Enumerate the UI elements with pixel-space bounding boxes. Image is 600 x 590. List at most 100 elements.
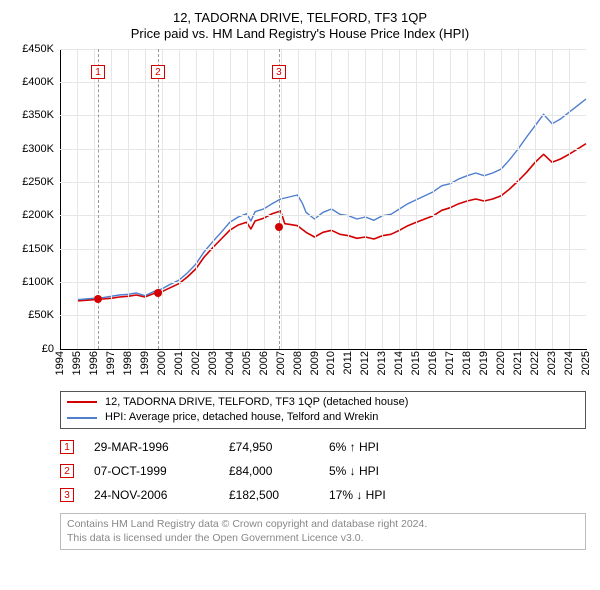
x-tick-label: 2022 xyxy=(529,351,541,375)
sale-events: 129-MAR-1996£74,9506% ↑ HPI207-OCT-1999£… xyxy=(60,435,586,507)
x-tick-label: 2015 xyxy=(410,351,422,375)
x-tick-label: 2023 xyxy=(546,351,558,375)
x-tick-label: 2013 xyxy=(376,351,388,375)
y-tick-label: £350K xyxy=(22,109,54,121)
x-tick-label: 2016 xyxy=(427,351,439,375)
gridline-v xyxy=(247,49,248,349)
y-tick-label: £100K xyxy=(22,276,54,288)
sale-marker-dot xyxy=(94,295,102,303)
x-tick-label: 1997 xyxy=(105,351,117,375)
plot-area: 1 2 3 xyxy=(60,49,586,349)
price-chart: £0£50K£100K£150K£200K£250K£300K£350K£400… xyxy=(14,49,586,389)
sale-marker-box: 2 xyxy=(151,65,165,79)
gridline-h xyxy=(60,49,586,50)
gridline-v xyxy=(331,49,332,349)
x-tick-label: 2011 xyxy=(342,351,354,375)
x-tick-label: 2018 xyxy=(461,351,473,375)
sale-marker-line xyxy=(98,49,99,349)
gridline-v xyxy=(467,49,468,349)
gridline-v xyxy=(281,49,282,349)
sale-marker-box: 1 xyxy=(91,65,105,79)
x-tick-label: 2001 xyxy=(173,351,185,375)
gridline-v xyxy=(450,49,451,349)
sale-marker-dot xyxy=(275,223,283,231)
gridline-h xyxy=(60,82,586,83)
gridline-v xyxy=(569,49,570,349)
sale-row-diff: 6% ↑ HPI xyxy=(329,440,379,454)
x-tick-label: 2025 xyxy=(580,351,592,375)
gridline-h xyxy=(60,282,586,283)
sale-row-price: £182,500 xyxy=(229,488,309,502)
gridline-v xyxy=(298,49,299,349)
gridline-v xyxy=(128,49,129,349)
x-tick-label: 2003 xyxy=(207,351,219,375)
y-tick-label: £400K xyxy=(22,76,54,88)
gridline-v xyxy=(552,49,553,349)
x-tick-label: 2019 xyxy=(478,351,490,375)
sale-marker-line xyxy=(279,49,280,349)
gridline-v xyxy=(399,49,400,349)
x-tick-label: 2010 xyxy=(325,351,337,375)
x-tick-label: 2006 xyxy=(258,351,270,375)
sale-row-date: 24-NOV-2006 xyxy=(94,488,209,502)
gridline-v xyxy=(77,49,78,349)
gridline-v xyxy=(535,49,536,349)
gridline-v xyxy=(145,49,146,349)
gridline-h xyxy=(60,182,586,183)
x-tick-label: 2021 xyxy=(512,351,524,375)
y-tick-label: £450K xyxy=(22,43,54,55)
sale-row-price: £84,000 xyxy=(229,464,309,478)
x-tick-label: 2009 xyxy=(309,351,321,375)
y-tick-label: £150K xyxy=(22,243,54,255)
x-tick-label: 2004 xyxy=(224,351,236,375)
sale-row-date: 29-MAR-1996 xyxy=(94,440,209,454)
x-tick-label: 2000 xyxy=(156,351,168,375)
x-tick-label: 2020 xyxy=(495,351,507,375)
x-tick-label: 2024 xyxy=(563,351,575,375)
sale-row-diff: 17% ↓ HPI xyxy=(329,488,386,502)
gridline-v xyxy=(382,49,383,349)
x-tick-label: 1994 xyxy=(54,351,66,375)
legend-swatch xyxy=(67,417,97,419)
sale-marker-box: 3 xyxy=(272,65,286,79)
gridline-v xyxy=(484,49,485,349)
legend-row: HPI: Average price, detached house, Telf… xyxy=(67,410,579,425)
page-title: 12, TADORNA DRIVE, TELFORD, TF3 1QP xyxy=(14,10,586,26)
legend-label: HPI: Average price, detached house, Telf… xyxy=(105,410,378,425)
x-tick-label: 2005 xyxy=(241,351,253,375)
legend-label: 12, TADORNA DRIVE, TELFORD, TF3 1QP (det… xyxy=(105,395,408,410)
gridline-v xyxy=(213,49,214,349)
x-tick-label: 1999 xyxy=(139,351,151,375)
sale-marker-dot xyxy=(154,289,162,297)
gridline-v xyxy=(162,49,163,349)
legend-row: 12, TADORNA DRIVE, TELFORD, TF3 1QP (det… xyxy=(67,395,579,410)
page-subtitle: Price paid vs. HM Land Registry's House … xyxy=(14,26,586,42)
sale-row: 207-OCT-1999£84,0005% ↓ HPI xyxy=(60,459,586,483)
gridline-v xyxy=(94,49,95,349)
gridline-v xyxy=(365,49,366,349)
y-axis-labels: £0£50K£100K£150K£200K£250K£300K£350K£400… xyxy=(10,49,56,349)
x-tick-label: 2017 xyxy=(444,351,456,375)
y-tick-label: £250K xyxy=(22,176,54,188)
x-tick-label: 2012 xyxy=(359,351,371,375)
x-tick-label: 2008 xyxy=(292,351,304,375)
sale-row-diff: 5% ↓ HPI xyxy=(329,464,379,478)
gridline-h xyxy=(60,149,586,150)
gridline-h xyxy=(60,215,586,216)
attribution-line1: Contains HM Land Registry data © Crown c… xyxy=(67,517,579,531)
x-tick-label: 1998 xyxy=(122,351,134,375)
y-tick-label: £300K xyxy=(22,143,54,155)
x-axis-labels: 1994199519961997199819992000200120022003… xyxy=(60,351,586,391)
gridline-v xyxy=(315,49,316,349)
gridline-h xyxy=(60,315,586,316)
sale-marker-line xyxy=(158,49,159,349)
sale-row-price: £74,950 xyxy=(229,440,309,454)
attribution-line2: This data is licensed under the Open Gov… xyxy=(67,531,579,545)
sale-row: 1 29-MAR-1996 £74,950 6% ↑ HPI xyxy=(60,435,586,459)
sale-row-marker: 3 xyxy=(60,488,74,502)
gridline-v xyxy=(230,49,231,349)
attribution: Contains HM Land Registry data © Crown c… xyxy=(60,513,586,549)
sale-row-marker: 1 xyxy=(60,440,74,454)
gridline-h xyxy=(60,249,586,250)
legend-swatch xyxy=(67,401,97,403)
